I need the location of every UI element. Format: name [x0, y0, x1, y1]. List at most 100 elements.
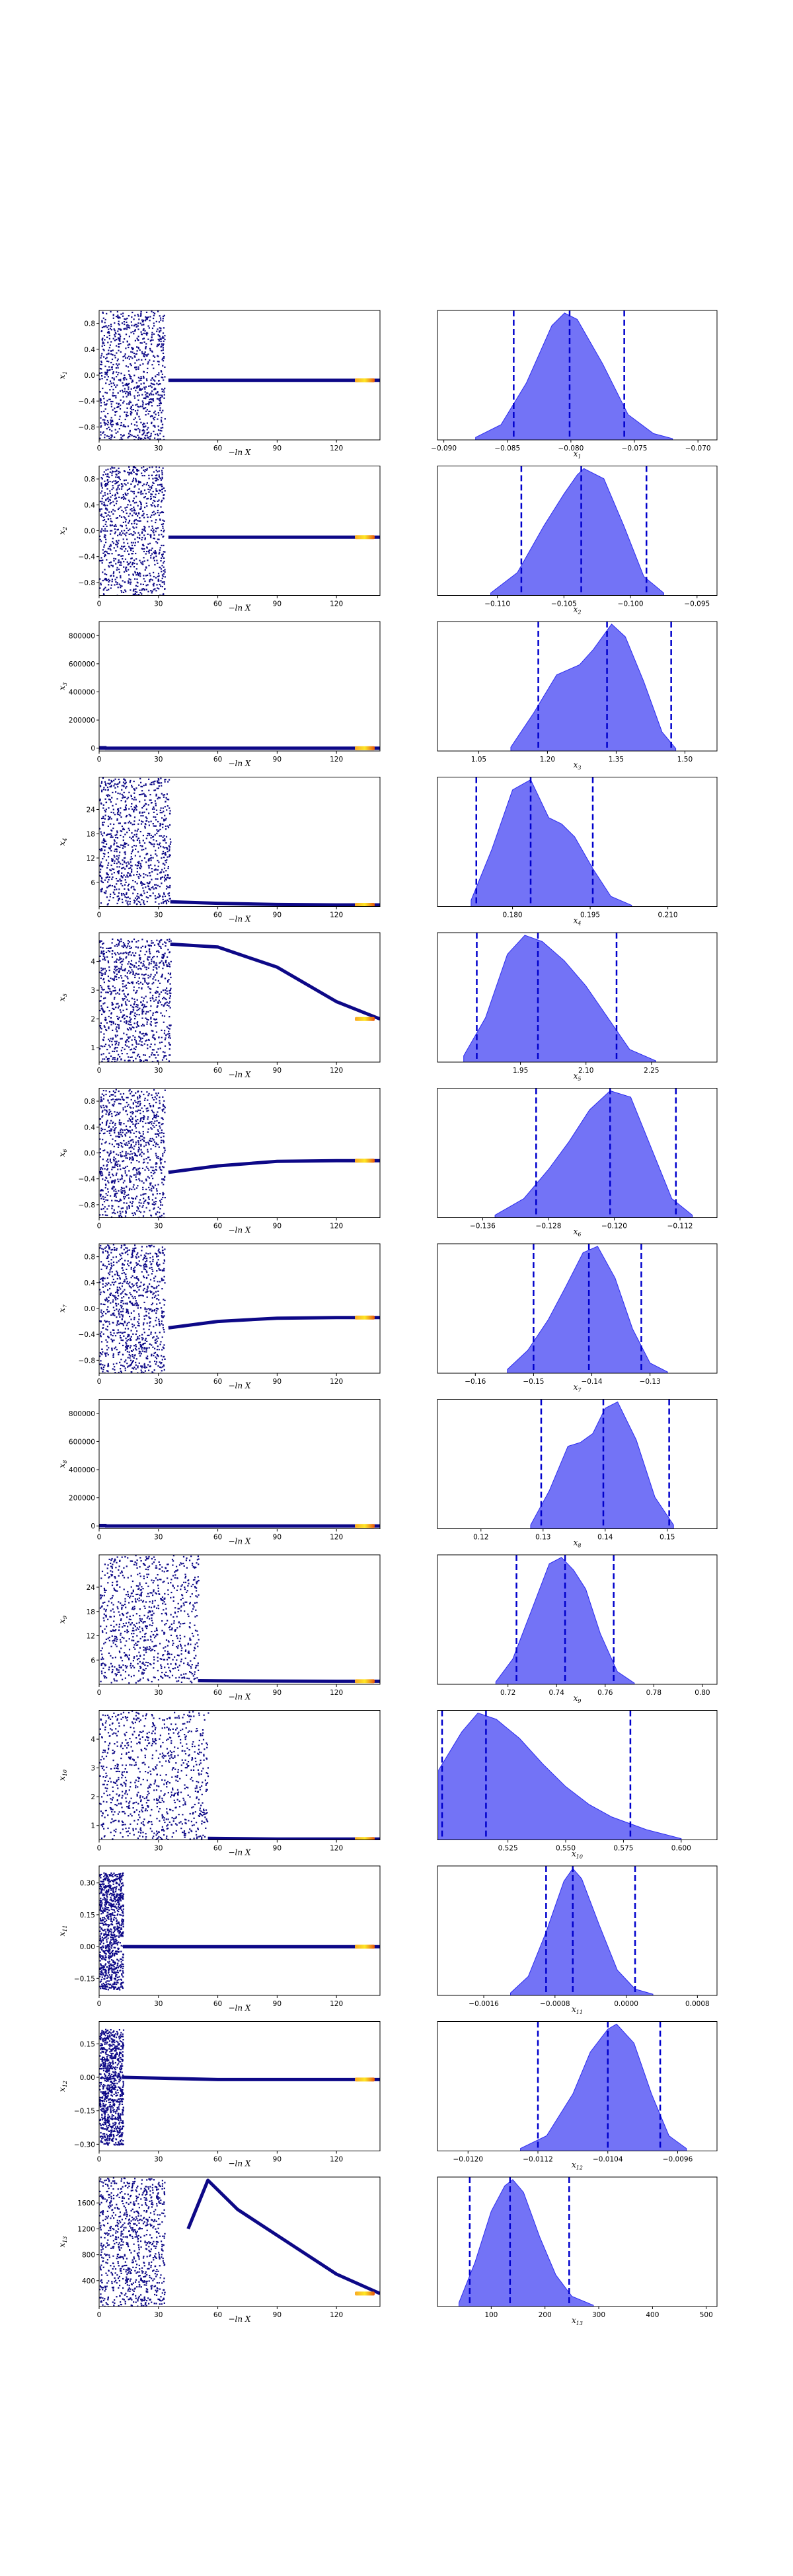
trace-point — [149, 347, 151, 349]
trace-point — [139, 520, 141, 522]
trace-point — [139, 1100, 141, 1102]
trace-point — [115, 432, 117, 434]
trace-point — [101, 515, 103, 518]
trace-point — [158, 335, 161, 337]
trace-point — [164, 338, 166, 341]
trace-point — [142, 363, 144, 365]
trace-point — [126, 1004, 128, 1006]
trace-point — [135, 478, 137, 480]
trace-point — [157, 343, 159, 345]
trace-point — [133, 559, 135, 561]
trace-point — [169, 1016, 170, 1018]
trace-point — [147, 1011, 149, 1013]
trace-point — [120, 875, 122, 877]
trace-point — [141, 793, 143, 795]
trace-point — [104, 419, 106, 421]
trace-point — [114, 528, 116, 530]
trace-point — [148, 834, 150, 836]
trace-point — [104, 587, 106, 589]
trace-point — [116, 363, 118, 365]
trace-point — [157, 439, 159, 440]
trace-point — [118, 855, 120, 857]
trace-point — [110, 310, 112, 313]
trace-point — [144, 795, 146, 797]
trace-point — [158, 999, 160, 1001]
trace-point — [150, 1005, 152, 1007]
trace-point — [135, 1004, 137, 1006]
trace-point — [124, 533, 126, 535]
trace-point — [145, 824, 147, 826]
trace-point — [129, 836, 131, 838]
trace-point — [111, 885, 113, 887]
trace-point — [108, 900, 110, 902]
trace-point — [148, 491, 150, 493]
trace-point — [157, 479, 159, 481]
trace-point — [151, 960, 153, 962]
trace-point — [123, 945, 125, 947]
trace-point — [114, 860, 116, 862]
trace-point — [141, 882, 143, 884]
trace-point — [110, 811, 112, 813]
trace-point — [140, 893, 142, 896]
trace-point — [141, 531, 143, 533]
trace-point — [129, 1024, 131, 1026]
trace-point — [100, 1005, 102, 1007]
trace-point — [166, 793, 168, 795]
trace-point — [112, 538, 114, 540]
trace-point — [162, 807, 164, 809]
trace-point — [116, 371, 118, 373]
trace-point — [104, 555, 106, 557]
trace-point — [166, 809, 168, 811]
trace-point — [145, 803, 147, 805]
trace-point — [148, 549, 151, 551]
trace-point — [128, 472, 130, 474]
trace-point — [137, 865, 139, 867]
trace-point — [124, 995, 126, 997]
trace-point — [147, 986, 149, 988]
trace-point — [146, 1001, 148, 1003]
trace-point — [141, 899, 143, 901]
trace-point — [122, 382, 124, 384]
trace-point — [164, 335, 166, 337]
trace-point — [145, 1193, 147, 1195]
trace-point — [154, 426, 156, 428]
trace-point — [107, 960, 109, 962]
trace-point — [112, 950, 114, 952]
trace-point — [118, 1119, 121, 1121]
trace-point — [133, 986, 135, 988]
trace-point — [151, 487, 153, 489]
trace-point — [106, 435, 108, 437]
trace-point — [161, 511, 163, 513]
x-tick-label: 30 — [154, 445, 163, 452]
trace-point — [126, 1105, 128, 1107]
trace-point — [165, 801, 167, 803]
trace-point — [122, 989, 124, 991]
trace-point — [140, 968, 142, 970]
trace-point — [135, 495, 137, 497]
trace-point — [143, 900, 145, 902]
trace-point — [155, 1142, 157, 1144]
trace-point — [138, 537, 140, 539]
trace-point — [135, 324, 137, 326]
trace-point — [126, 1015, 128, 1017]
trace-point — [147, 332, 149, 334]
trace-point — [118, 944, 120, 946]
trace-point — [140, 507, 142, 509]
trace-point — [121, 1038, 123, 1040]
trace-point — [101, 1116, 103, 1118]
trace-point — [110, 325, 112, 328]
trace-point — [132, 983, 133, 985]
trace-point — [151, 332, 153, 334]
trace-point — [147, 590, 149, 592]
trace-point — [153, 1049, 155, 1051]
trace-point — [123, 797, 125, 799]
trace-point — [107, 1060, 109, 1062]
trace-point — [110, 1055, 112, 1057]
trace-point — [118, 338, 120, 340]
trace-point — [124, 783, 126, 785]
trace-point — [157, 1060, 159, 1062]
trace-point — [159, 317, 162, 319]
trace-point — [144, 946, 147, 948]
trace-point — [108, 1015, 110, 1018]
trace-point — [124, 879, 126, 881]
